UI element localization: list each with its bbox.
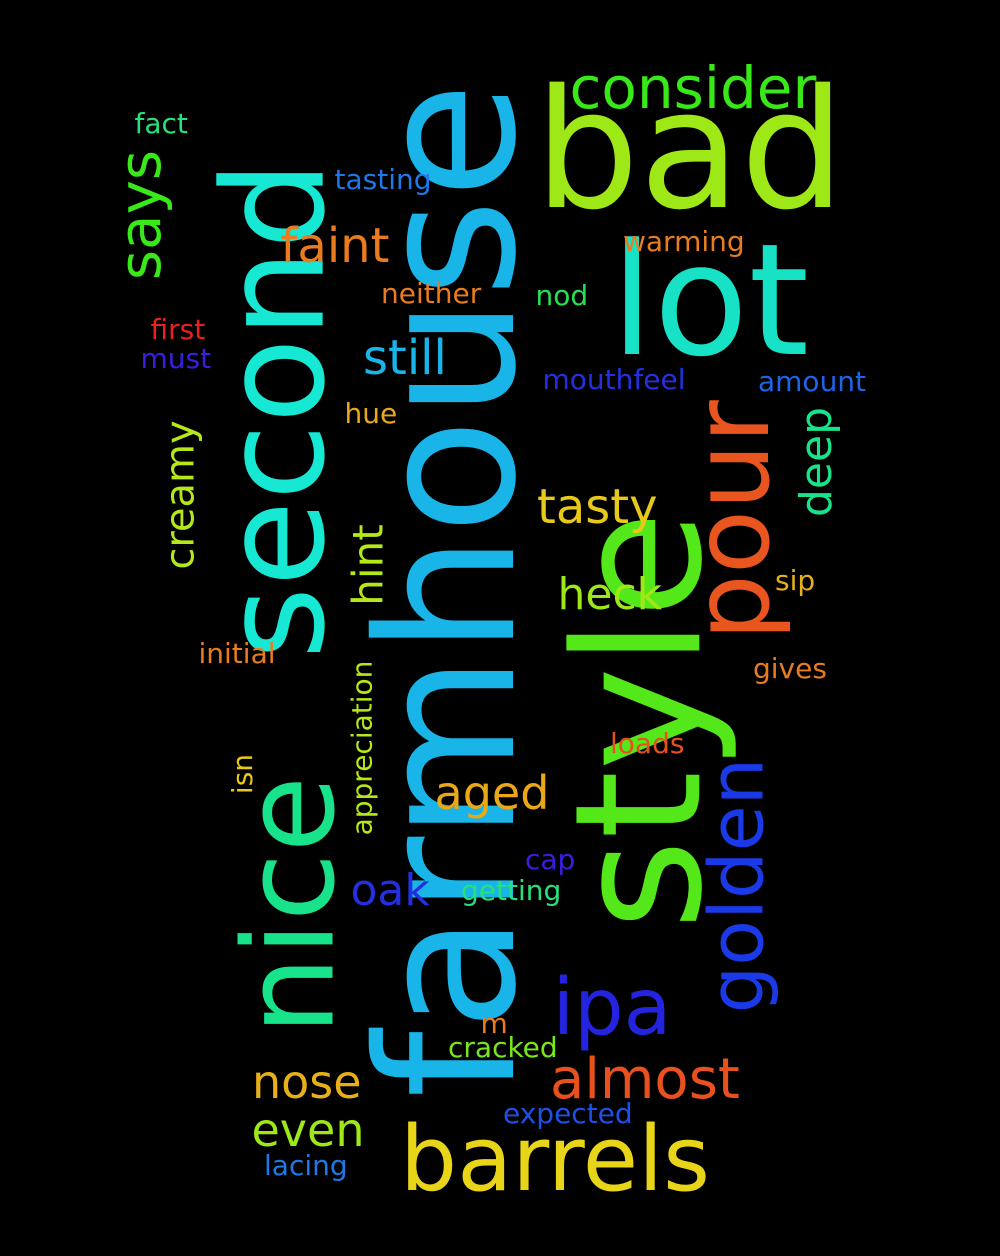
word-cracked: cracked xyxy=(448,1031,558,1064)
word-barrels: barrels xyxy=(400,1107,710,1212)
word-nice: nice xyxy=(217,775,363,1035)
word-ipa: ipa xyxy=(552,963,672,1053)
word-gives: gives xyxy=(753,652,827,685)
word-mouthfeel: mouthfeel xyxy=(542,363,686,396)
word-getting: getting xyxy=(461,874,562,907)
word-aged: aged xyxy=(434,766,550,820)
word-nose: nose xyxy=(252,1055,362,1109)
word-deep: deep xyxy=(791,407,842,517)
word-heck: heck xyxy=(557,569,663,620)
word-hue: hue xyxy=(344,397,398,430)
word-fact: fact xyxy=(134,107,188,140)
word-golden: golden xyxy=(692,757,781,1013)
word-m: m xyxy=(480,1007,508,1040)
word-tasty: tasty xyxy=(537,479,658,535)
word-oak: oak xyxy=(350,865,430,916)
word-first: first xyxy=(150,313,206,346)
word-loads: loads xyxy=(610,727,685,760)
word-neither: neither xyxy=(381,277,482,310)
word-pour: pour xyxy=(670,399,793,641)
word-tasting: tasting xyxy=(334,163,432,196)
word-lot: lot xyxy=(610,209,810,391)
word-almost: almost xyxy=(550,1047,740,1112)
word-creamy: creamy xyxy=(157,420,204,570)
word-consider: consider xyxy=(569,54,817,122)
word-still: still xyxy=(363,330,447,386)
word-amount: amount xyxy=(758,365,867,398)
word-warming: warming xyxy=(623,225,745,258)
word-bad: bad xyxy=(534,53,846,246)
word-expected: expected xyxy=(503,1097,633,1130)
word-hint: hint xyxy=(343,524,393,606)
word-appreciation: appreciation xyxy=(344,660,378,836)
word-nod: nod xyxy=(535,279,589,312)
word-sip: sip xyxy=(775,564,816,597)
word-initial: initial xyxy=(198,637,276,670)
word-cap: cap xyxy=(525,843,576,876)
word-must: must xyxy=(140,342,212,375)
word-isn: isn xyxy=(226,753,260,795)
word-lacing: lacing xyxy=(264,1149,348,1182)
word-even: even xyxy=(251,1103,365,1157)
word-faint: faint xyxy=(280,218,390,274)
word-says: says xyxy=(106,149,175,281)
